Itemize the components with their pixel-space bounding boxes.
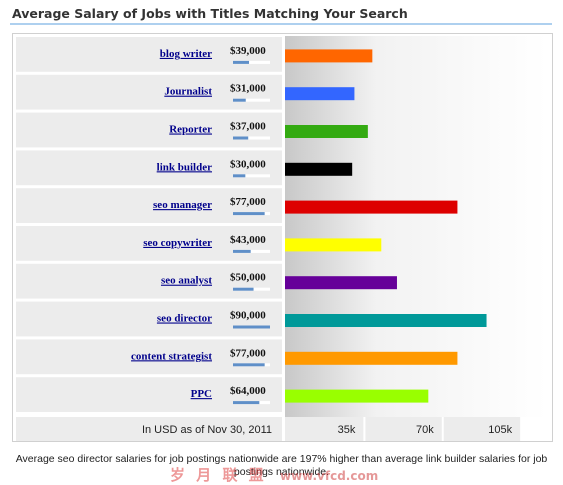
salary-bar xyxy=(285,200,458,214)
x-axis-tick-cell xyxy=(365,417,442,441)
salary-label: $31,000 xyxy=(230,83,266,95)
salary-label: $39,000 xyxy=(230,45,266,57)
job-title-link[interactable]: PPC xyxy=(191,388,212,400)
footnote: Average seo director salaries for job po… xyxy=(15,453,548,478)
mini-bar-track xyxy=(233,136,270,140)
salary-chart: blog writer $39,000 Journalist $31,000 Repor… xyxy=(12,33,553,442)
title-divider xyxy=(10,23,552,25)
salary-bar xyxy=(285,162,353,176)
mini-bar-fill xyxy=(233,249,251,253)
salary-bar xyxy=(285,314,487,327)
mini-bar-fill xyxy=(233,287,254,291)
salary-bar xyxy=(285,125,368,138)
x-axis-label-cell xyxy=(16,417,282,441)
mini-bar-track xyxy=(233,60,270,64)
salary-chart-svg: blog writer $39,000 Journalist $31,000 Repor… xyxy=(16,36,547,441)
salary-label: $30,000 xyxy=(230,158,266,170)
job-title-link[interactable]: Journalist xyxy=(164,86,212,98)
mini-bar-fill xyxy=(233,60,250,64)
x-tick-label: 70k xyxy=(416,424,434,436)
mini-bar-fill xyxy=(233,136,249,140)
salary-bar xyxy=(285,351,458,365)
mini-bar-fill xyxy=(233,212,265,216)
salary-bar xyxy=(285,87,355,101)
x-axis-tick-cell xyxy=(285,417,364,441)
row-background xyxy=(16,263,282,299)
mini-bar-fill xyxy=(233,325,270,329)
row-background xyxy=(16,339,282,375)
row-background xyxy=(16,74,282,110)
job-title-link[interactable]: seo manager xyxy=(153,199,212,211)
mini-bar-fill xyxy=(233,401,260,405)
salary-bar xyxy=(285,238,382,252)
mini-bar-fill xyxy=(233,174,246,178)
salary-label: $77,000 xyxy=(230,347,266,359)
job-title-link[interactable]: link builder xyxy=(157,161,212,173)
mini-bar-fill xyxy=(233,98,246,102)
row-background xyxy=(16,377,282,412)
page-title: Average Salary of Jobs with Titles Match… xyxy=(12,6,408,21)
salary-label: $90,000 xyxy=(230,310,266,322)
salary-bar xyxy=(285,276,397,290)
row-background xyxy=(16,301,282,337)
salary-label: $64,000 xyxy=(230,385,266,397)
row-background xyxy=(16,188,282,223)
mini-bar-track xyxy=(233,249,270,253)
job-title-link[interactable]: seo director xyxy=(157,313,212,325)
salary-label: $50,000 xyxy=(230,272,266,284)
row-background xyxy=(16,37,282,72)
salary-bar xyxy=(285,49,373,63)
salary-label: $43,000 xyxy=(230,234,266,246)
row-background xyxy=(16,112,282,148)
mini-bar-track xyxy=(233,174,270,178)
job-title-link[interactable]: blog writer xyxy=(160,48,212,60)
mini-bar-track xyxy=(233,98,270,102)
job-title-link[interactable]: seo copywriter xyxy=(143,237,212,249)
job-title-link[interactable]: content strategist xyxy=(131,350,212,362)
job-title-link[interactable]: seo analyst xyxy=(161,275,212,287)
x-axis-label: In USD as of Nov 30, 2011 xyxy=(142,424,272,436)
job-title-link[interactable]: Reporter xyxy=(169,124,212,136)
salary-bar xyxy=(285,389,429,403)
mini-bar-fill xyxy=(233,363,265,367)
x-axis-tick-cell xyxy=(443,417,521,441)
salary-label: $77,000 xyxy=(230,196,266,208)
salary-label: $37,000 xyxy=(230,121,266,133)
x-tick-label: 105k xyxy=(488,424,512,436)
x-tick-label: 35k xyxy=(338,424,356,436)
row-background xyxy=(16,226,282,261)
row-background xyxy=(16,150,282,186)
